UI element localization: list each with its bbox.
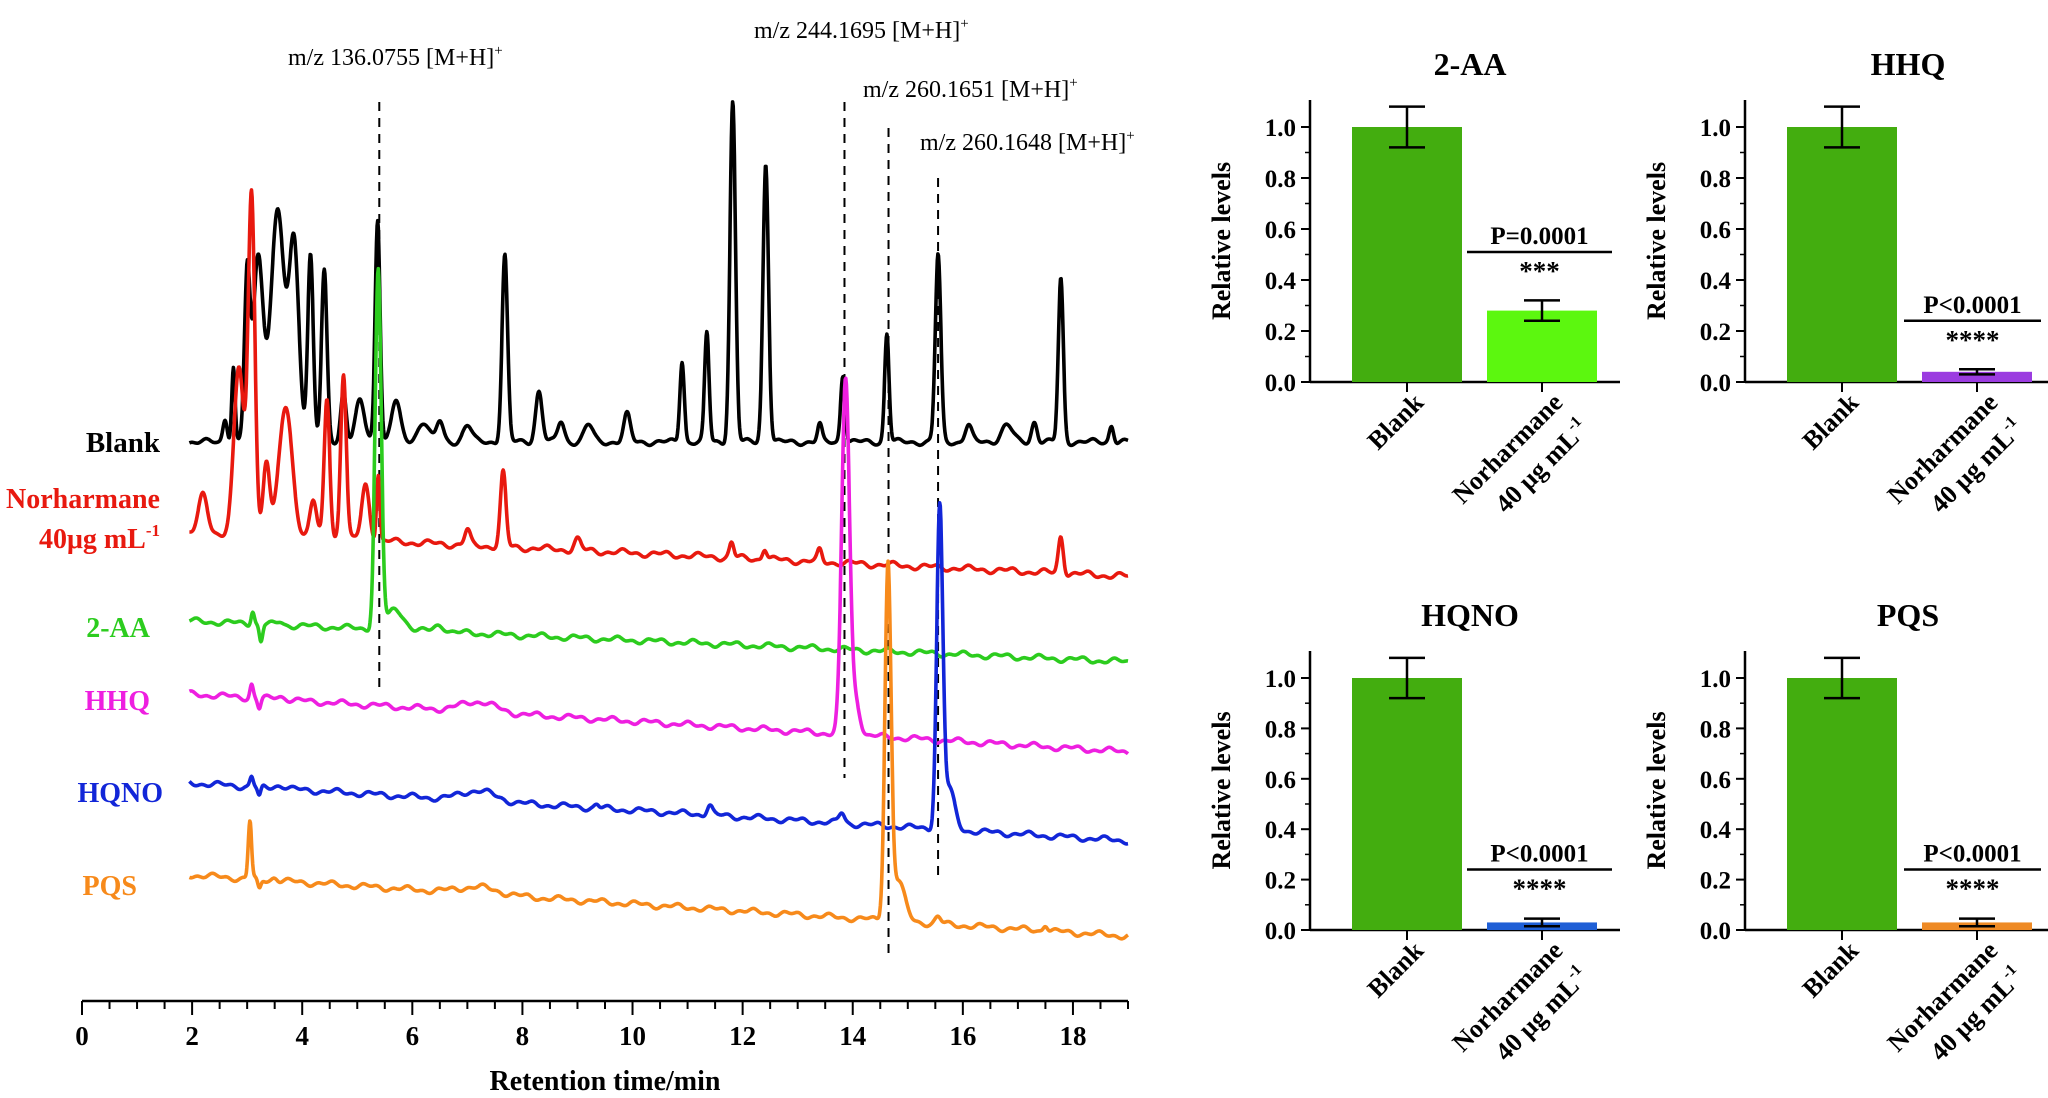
annotation-label: m/z 244.1695 [M+H]+ bbox=[754, 16, 969, 44]
series-label-hhq: HHQ bbox=[85, 686, 150, 717]
series-label-pqs: PQS bbox=[83, 871, 137, 902]
y-axis-title: Relative levels bbox=[1207, 711, 1236, 869]
trace-hhq bbox=[188, 376, 1130, 756]
y-tick-label: 0.0 bbox=[1700, 370, 1731, 397]
x-tick-label: 16 bbox=[949, 1021, 976, 1051]
panel-title: HHQ bbox=[1871, 46, 1946, 82]
chromatogram-panel: m/z 136.0755 [M+H]+ m/z 244.1695 [M+H]+ m/… bbox=[6, 16, 1135, 1097]
category-label-blank: Blank bbox=[1797, 935, 1865, 1003]
y-tick-label: 0.8 bbox=[1700, 716, 1731, 743]
y-tick-label: 1.0 bbox=[1700, 115, 1731, 142]
x-tick-label: 4 bbox=[295, 1021, 309, 1051]
y-tick-label: 0.0 bbox=[1265, 370, 1296, 397]
p-value-label: P<0.0001 bbox=[1923, 841, 2021, 868]
y-tick-label: 0.6 bbox=[1700, 217, 1731, 244]
series-label-norharmane-concentration: 40μg mL-1 bbox=[39, 521, 160, 555]
panel-title: 2-AA bbox=[1434, 46, 1507, 82]
significance-stars: **** bbox=[1513, 874, 1567, 904]
series-label-aa: 2-AA bbox=[86, 613, 151, 644]
y-tick-label: 0.4 bbox=[1700, 817, 1732, 844]
y-tick-label: 0.2 bbox=[1265, 319, 1296, 346]
bar-panel-hhq: HHQ 0.0 0.2 0.4 0.6 0.8 1.0 Relative levels P<0.… bbox=[1642, 46, 2048, 518]
y-axis-title: Relative levels bbox=[1642, 711, 1671, 869]
x-tick-label: 14 bbox=[839, 1021, 866, 1051]
p-value-label: P<0.0001 bbox=[1923, 292, 2021, 319]
y-tick-label: 1.0 bbox=[1700, 666, 1731, 693]
y-tick-label: 0.2 bbox=[1265, 868, 1296, 895]
category-label-blank: Blank bbox=[1797, 387, 1865, 455]
annotation-label: m/z 136.0755 [M+H]+ bbox=[288, 43, 503, 71]
x-tick-label: 10 bbox=[619, 1021, 646, 1051]
panel-title: PQS bbox=[1877, 597, 1939, 633]
y-tick-label: 0.4 bbox=[1265, 268, 1297, 295]
y-tick-label: 0.8 bbox=[1265, 716, 1296, 743]
y-tick-label: 0.8 bbox=[1265, 166, 1296, 193]
significance-stars: **** bbox=[1946, 325, 2000, 355]
x-tick-label: 2 bbox=[185, 1021, 199, 1051]
series-label-blank: Blank bbox=[86, 427, 161, 459]
bar-chart-panels: 2-AA 0.0 0.2 0.4 0.6 0.8 1.0 Relative levels P=0… bbox=[1207, 46, 2048, 1066]
bar-norharmane bbox=[1487, 310, 1597, 382]
category-label-blank: Blank bbox=[1362, 935, 1430, 1003]
trace-pqs bbox=[188, 559, 1130, 941]
x-tick-label: 12 bbox=[729, 1021, 756, 1051]
y-tick-label: 1.0 bbox=[1265, 666, 1296, 693]
bar-blank bbox=[1787, 127, 1897, 382]
bar-panel-pqs: PQS 0.0 0.2 0.4 0.6 0.8 1.0 Relative levels P<0.… bbox=[1642, 597, 2048, 1066]
y-tick-label: 0.4 bbox=[1265, 817, 1297, 844]
y-tick-label: 0.0 bbox=[1700, 918, 1731, 945]
y-tick-label: 0.6 bbox=[1265, 217, 1296, 244]
bar-blank bbox=[1352, 678, 1462, 930]
y-tick-label: 1.0 bbox=[1265, 115, 1296, 142]
y-axis-title: Relative levels bbox=[1642, 162, 1671, 320]
annotation-label: m/z 260.1651 [M+H]+ bbox=[863, 75, 1078, 103]
p-value-label: P<0.0001 bbox=[1490, 841, 1588, 868]
x-axis-title: Retention time/min bbox=[490, 1066, 721, 1097]
x-tick-label: 8 bbox=[516, 1021, 530, 1051]
bar-panel-hqno: HQNO 0.0 0.2 0.4 0.6 0.8 1.0 Relative levels P<0… bbox=[1207, 597, 1620, 1066]
trace-aa bbox=[188, 266, 1130, 665]
y-tick-label: 0.4 bbox=[1700, 268, 1732, 295]
y-tick-label: 0.2 bbox=[1700, 319, 1731, 346]
category-label-blank: Blank bbox=[1362, 387, 1430, 455]
y-tick-label: 0.2 bbox=[1700, 868, 1731, 895]
p-value-label: P=0.0001 bbox=[1490, 223, 1588, 250]
y-tick-label: 0.8 bbox=[1700, 166, 1731, 193]
bar-panel-2-aa: 2-AA 0.0 0.2 0.4 0.6 0.8 1.0 Relative levels P=0… bbox=[1207, 46, 1620, 518]
x-tick-label: 0 bbox=[75, 1021, 89, 1051]
x-tick-label: 6 bbox=[406, 1021, 420, 1051]
annotation-label: m/z 260.1648 [M+H]+ bbox=[920, 128, 1135, 156]
y-tick-label: 0.6 bbox=[1700, 767, 1731, 794]
bar-blank bbox=[1787, 678, 1897, 930]
trace-hqno bbox=[188, 501, 1130, 846]
bar-blank bbox=[1352, 127, 1462, 382]
panel-title: HQNO bbox=[1421, 597, 1519, 633]
x-tick-label: 18 bbox=[1059, 1021, 1086, 1051]
trace-norharmane bbox=[188, 188, 1130, 580]
series-label-hqno: HQNO bbox=[77, 778, 163, 809]
y-tick-label: 0.0 bbox=[1265, 918, 1296, 945]
series-label-norharmane: Norharmane bbox=[6, 484, 160, 515]
bar-norharmane bbox=[1922, 371, 2032, 382]
y-axis-title: Relative levels bbox=[1207, 162, 1236, 320]
y-tick-label: 0.6 bbox=[1265, 767, 1296, 794]
significance-stars: **** bbox=[1946, 874, 2000, 904]
significance-stars: *** bbox=[1519, 256, 1560, 286]
